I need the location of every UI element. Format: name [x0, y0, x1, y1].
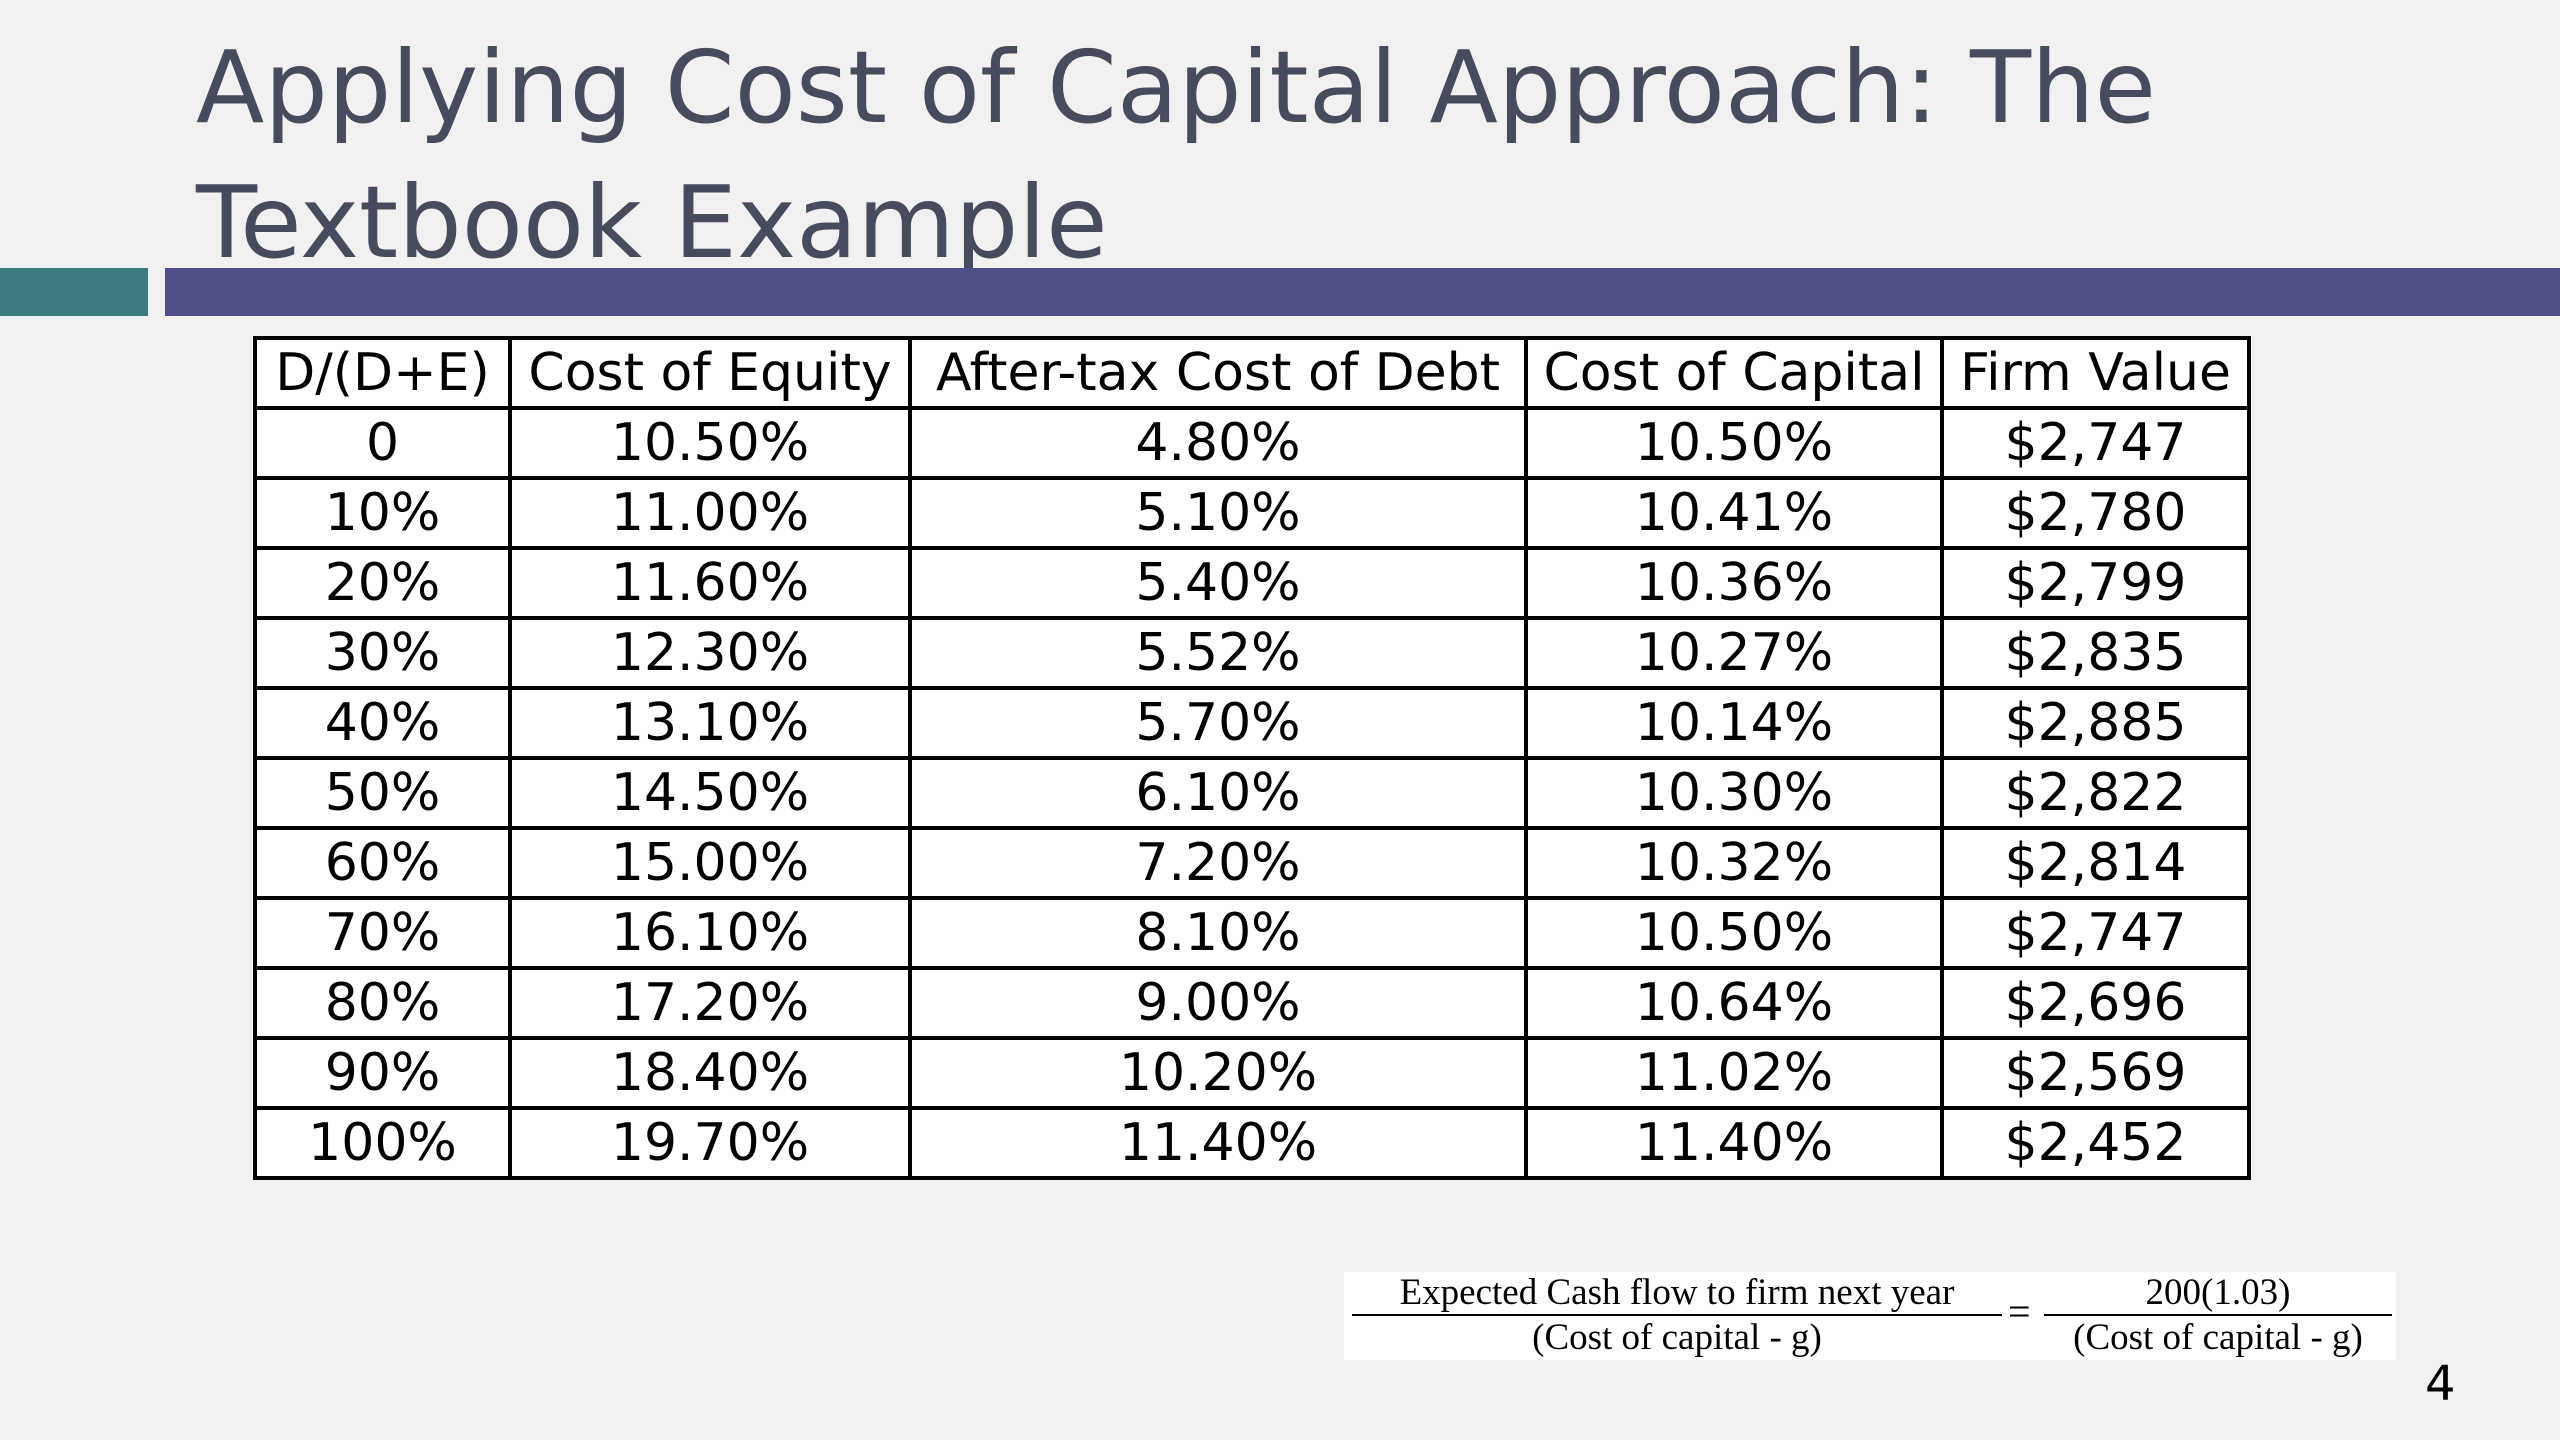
- header-cell-debt-ratio: D/(D+E): [253, 336, 512, 410]
- table-cell-firm-value: $2,452: [1940, 1106, 2251, 1180]
- table-cell-after-tax-cost-of-debt: 5.70%: [908, 686, 1528, 760]
- slide-title-line-2: Textbook Example: [196, 164, 1108, 281]
- table-cell-cost-of-equity: 16.10%: [508, 896, 912, 970]
- table-cell-cost-of-equity: 10.50%: [508, 406, 912, 480]
- table-cell-debt-ratio: 0: [253, 406, 512, 480]
- table-row: 90% 18.40% 10.20% 11.02% $2,569: [253, 1036, 2251, 1110]
- table-cell-cost-of-capital: 10.50%: [1524, 896, 1944, 970]
- table-cell-cost-of-equity: 19.70%: [508, 1106, 912, 1180]
- table-cell-debt-ratio: 100%: [253, 1106, 512, 1180]
- table-row: 50% 14.50% 6.10% 10.30% $2,822: [253, 756, 2251, 830]
- table-cell-debt-ratio: 70%: [253, 896, 512, 970]
- table-cell-firm-value: $2,747: [1940, 896, 2251, 970]
- table-cell-after-tax-cost-of-debt: 7.20%: [908, 826, 1528, 900]
- table-cell-after-tax-cost-of-debt: 9.00%: [908, 966, 1528, 1040]
- table-cell-after-tax-cost-of-debt: 6.10%: [908, 756, 1528, 830]
- table-cell-after-tax-cost-of-debt: 4.80%: [908, 406, 1528, 480]
- table-cell-debt-ratio: 40%: [253, 686, 512, 760]
- table-cell-cost-of-equity: 13.10%: [508, 686, 912, 760]
- formula-right-numerator: 200(1.03): [2044, 1272, 2392, 1316]
- table-cell-cost-of-capital: 10.41%: [1524, 476, 1944, 550]
- header-cell-cost-of-equity: Cost of Equity: [508, 336, 912, 410]
- page-number: 4: [2425, 1356, 2456, 1412]
- table-body: 0 10.50% 4.80% 10.50% $2,747 10% 11.00% 5.10% 10…: [253, 406, 2251, 1180]
- table-cell-after-tax-cost-of-debt: 5.52%: [908, 616, 1528, 690]
- table-cell-cost-of-equity: 11.60%: [508, 546, 912, 620]
- formula-left-denominator: (Cost of capital - g): [1532, 1317, 1822, 1358]
- table-cell-debt-ratio: 60%: [253, 826, 512, 900]
- table-cell-firm-value: $2,885: [1940, 686, 2251, 760]
- table-cell-debt-ratio: 10%: [253, 476, 512, 550]
- table-cell-cost-of-equity: 15.00%: [508, 826, 912, 900]
- slide-title-line-1: Applying Cost of Capital Approach: The: [196, 29, 2157, 146]
- table-cell-after-tax-cost-of-debt: 5.40%: [908, 546, 1528, 620]
- table-cell-firm-value: $2,747: [1940, 406, 2251, 480]
- table-cell-firm-value: $2,569: [1940, 1036, 2251, 1110]
- table-cell-cost-of-capital: 10.64%: [1524, 966, 1944, 1040]
- table-cell-after-tax-cost-of-debt: 10.20%: [908, 1036, 1528, 1110]
- accent-bar-indigo: [165, 268, 2560, 316]
- cost-of-capital-table: D/(D+E) Cost of Equity After-tax Cost of…: [253, 336, 2251, 1180]
- table-row: 60% 15.00% 7.20% 10.32% $2,814: [253, 826, 2251, 900]
- formula-equals-sign: =: [2008, 1289, 2031, 1334]
- table-row: 20% 11.60% 5.40% 10.36% $2,799: [253, 546, 2251, 620]
- table-cell-cost-of-capital: 10.50%: [1524, 406, 1944, 480]
- table-cell-cost-of-capital: 10.36%: [1524, 546, 1944, 620]
- table-cell-debt-ratio: 90%: [253, 1036, 512, 1110]
- table-cell-after-tax-cost-of-debt: 8.10%: [908, 896, 1528, 970]
- table-cell-cost-of-capital: 10.30%: [1524, 756, 1944, 830]
- table-cell-cost-of-capital: 11.40%: [1524, 1106, 1944, 1180]
- table-cell-cost-of-capital: 11.02%: [1524, 1036, 1944, 1110]
- table-row: 40% 13.10% 5.70% 10.14% $2,885: [253, 686, 2251, 760]
- table-cell-firm-value: $2,780: [1940, 476, 2251, 550]
- table-cell-after-tax-cost-of-debt: 5.10%: [908, 476, 1528, 550]
- table-cell-debt-ratio: 80%: [253, 966, 512, 1040]
- table-cell-after-tax-cost-of-debt: 11.40%: [908, 1106, 1528, 1180]
- table-row: 30% 12.30% 5.52% 10.27% $2,835: [253, 616, 2251, 690]
- header-cell-cost-of-capital: Cost of Capital: [1524, 336, 1944, 410]
- accent-bar-teal: [0, 268, 148, 316]
- table-row: 10% 11.00% 5.10% 10.41% $2,780: [253, 476, 2251, 550]
- formula-left-numerator: Expected Cash flow to firm next year: [1352, 1272, 2002, 1316]
- formula-left-fraction: Expected Cash flow to firm next year (Co…: [1352, 1272, 2002, 1358]
- table-cell-firm-value: $2,696: [1940, 966, 2251, 1040]
- table-cell-debt-ratio: 20%: [253, 546, 512, 620]
- table-header-row: D/(D+E) Cost of Equity After-tax Cost of…: [253, 336, 2251, 410]
- header-cell-after-tax-cost-of-debt: After-tax Cost of Debt: [908, 336, 1528, 410]
- table-cell-cost-of-equity: 12.30%: [508, 616, 912, 690]
- table-cell-cost-of-equity: 14.50%: [508, 756, 912, 830]
- table-cell-firm-value: $2,822: [1940, 756, 2251, 830]
- slide-title: Applying Cost of Capital Approach: The T…: [196, 20, 2296, 290]
- table-row: 0 10.50% 4.80% 10.50% $2,747: [253, 406, 2251, 480]
- formula-right-fraction: 200(1.03) (Cost of capital - g): [2044, 1272, 2392, 1358]
- firm-value-formula: Expected Cash flow to firm next year (Co…: [1344, 1272, 2396, 1360]
- table-cell-firm-value: $2,814: [1940, 826, 2251, 900]
- table-row: 80% 17.20% 9.00% 10.64% $2,696: [253, 966, 2251, 1040]
- table-cell-cost-of-equity: 18.40%: [508, 1036, 912, 1110]
- formula-right-denominator: (Cost of capital - g): [2073, 1317, 2363, 1358]
- table-row: 70% 16.10% 8.10% 10.50% $2,747: [253, 896, 2251, 970]
- table-cell-cost-of-capital: 10.32%: [1524, 826, 1944, 900]
- table-row: 100% 19.70% 11.40% 11.40% $2,452: [253, 1106, 2251, 1180]
- header-cell-firm-value: Firm Value: [1940, 336, 2251, 410]
- table-cell-firm-value: $2,835: [1940, 616, 2251, 690]
- table-cell-debt-ratio: 50%: [253, 756, 512, 830]
- table-cell-cost-of-equity: 11.00%: [508, 476, 912, 550]
- table-cell-debt-ratio: 30%: [253, 616, 512, 690]
- table-cell-firm-value: $2,799: [1940, 546, 2251, 620]
- table-cell-cost-of-equity: 17.20%: [508, 966, 912, 1040]
- table-cell-cost-of-capital: 10.14%: [1524, 686, 1944, 760]
- table-cell-cost-of-capital: 10.27%: [1524, 616, 1944, 690]
